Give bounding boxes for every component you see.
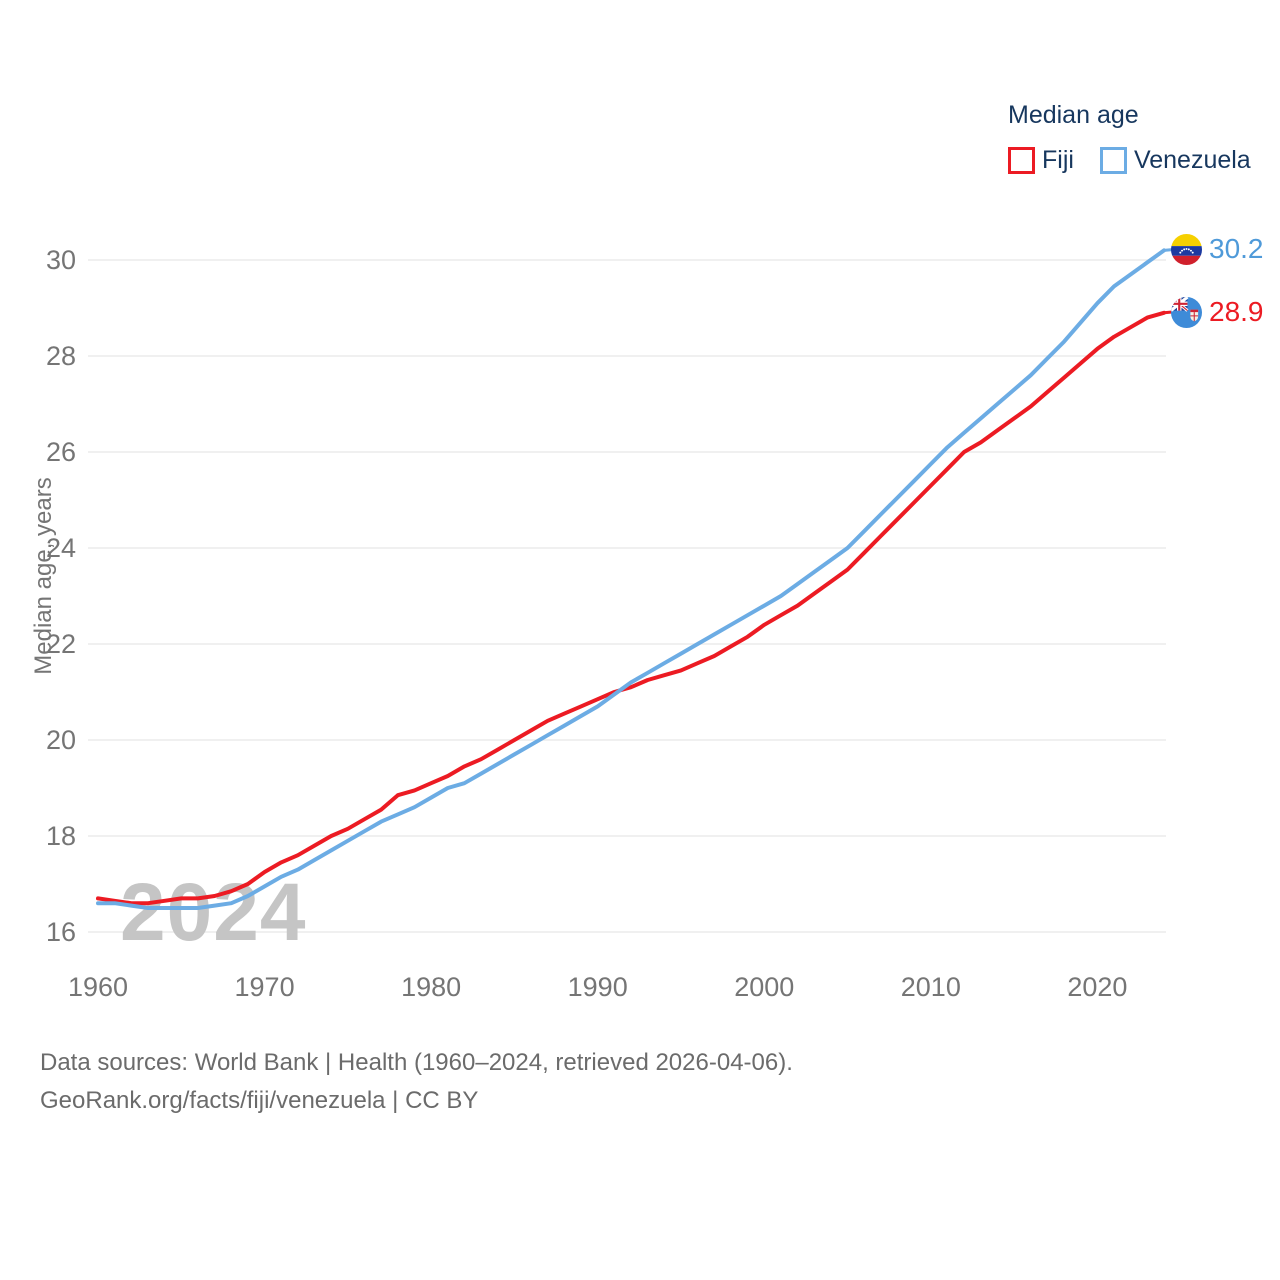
fiji-end-value: 28.9 [1209, 296, 1264, 327]
y-tick-label-30: 30 [46, 245, 76, 275]
fiji-flag-icon [1171, 296, 1202, 328]
y-tick-label-28: 28 [46, 341, 76, 371]
venezuela-flag-icon [1171, 233, 1202, 265]
y-axis-title: Median age, years [30, 477, 57, 675]
y-tick-label-26: 26 [46, 437, 76, 467]
legend-label-venezuela[interactable]: Venezuela [1133, 146, 1251, 174]
legend-label-fiji[interactable]: Fiji [1042, 146, 1074, 174]
x-tick-label-2020: 2020 [1067, 972, 1127, 1002]
fiji-swatch-icon[interactable] [1008, 147, 1035, 174]
y-tick-label-16: 16 [46, 917, 76, 947]
y-tick-label-24: 24 [46, 533, 76, 563]
legend-row: Fiji Venezuela [1008, 146, 1251, 175]
fiji-end-label: 28.9 [1171, 296, 1264, 328]
y-tick-label-22: 22 [46, 629, 76, 659]
x-tick-label-1980: 1980 [401, 972, 461, 1002]
legend-title: Median age [1008, 101, 1139, 129]
data-sources-line: Data sources: World Bank | Health (1960–… [40, 1049, 793, 1076]
x-tick-label-1960: 1960 [68, 972, 128, 1002]
x-tick-label-1970: 1970 [235, 972, 295, 1002]
chart-legend: Median age Fiji Venezuela [1008, 101, 1251, 175]
fiji-line [96, 310, 1166, 906]
y-tick-label-18: 18 [46, 821, 76, 851]
venezuela-swatch-icon[interactable] [1099, 147, 1127, 174]
venezuela-end-value: 30.2 [1209, 233, 1264, 264]
venezuela-end-label: 30.2 [1171, 233, 1264, 265]
x-tick-label-2010: 2010 [901, 972, 961, 1002]
chart-footer: Data sources: World Bank | Health (1960–… [40, 1044, 793, 1120]
x-tick-label-2000: 2000 [734, 972, 794, 1002]
venezuela-line [96, 248, 1166, 910]
y-tick-label-20: 20 [46, 725, 76, 755]
x-tick-label-1990: 1990 [568, 972, 628, 1002]
attribution-line[interactable]: GeoRank.org/facts/fiji/venezuela | CC BY [40, 1087, 479, 1114]
